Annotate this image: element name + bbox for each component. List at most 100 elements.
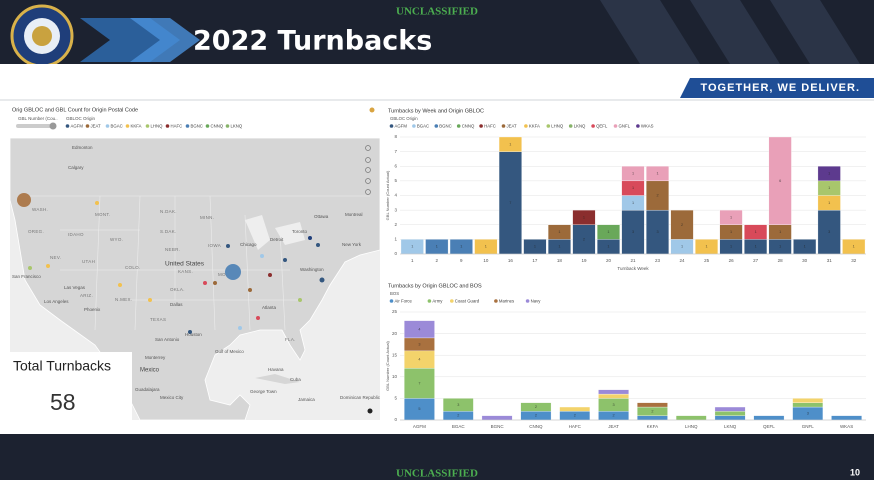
place-label: Edmonton [72, 145, 93, 150]
place-label: MO. [218, 272, 227, 277]
legend-label: Navy [531, 298, 542, 303]
bar-segment [442, 398, 474, 412]
legend-label: KKFA [529, 123, 540, 128]
place-label: Mexico City [160, 395, 184, 400]
map-menu [369, 107, 375, 113]
map-info[interactable] [367, 408, 373, 414]
bar-segment [817, 166, 841, 182]
legend-label: LKNQ [574, 123, 586, 128]
bar-segment [744, 224, 768, 240]
place-label: NEBR. [165, 247, 180, 252]
y-tick-label: 0 [394, 417, 397, 422]
map-point [256, 316, 260, 320]
y-tick-label: 4 [394, 193, 397, 198]
place-label: COLO. [125, 265, 141, 270]
place-label: Montreal [345, 212, 363, 217]
data-label: 7 [418, 381, 420, 385]
map-point [225, 264, 241, 280]
legend-swatch [434, 124, 439, 128]
x-tick-label: 18 [557, 258, 563, 263]
x-tick-label: 27 [753, 258, 759, 263]
map-tool[interactable] [365, 178, 371, 184]
data-label: 2 [656, 194, 658, 198]
legend-label: GNFL [619, 123, 631, 128]
y-tick-label: 25 [392, 309, 398, 314]
legend-swatch [389, 299, 394, 303]
x-tick-label: 17 [532, 258, 538, 263]
place-label: TEXAS [150, 317, 166, 322]
data-label: 3 [632, 230, 634, 234]
data-label: 1 [509, 142, 511, 146]
header-chevron [130, 18, 200, 62]
legend-swatch [456, 124, 461, 128]
bar-segment [831, 415, 862, 421]
total-label: Total Turnbacks [13, 358, 111, 374]
data-label: 1 [436, 245, 438, 249]
map-tool[interactable] [365, 145, 371, 151]
data-label: 3 [613, 403, 615, 407]
data-label: 3 [418, 342, 420, 346]
place-label: MINN. [200, 215, 214, 220]
map-tool[interactable] [365, 157, 371, 163]
data-label: 1 [853, 245, 855, 249]
x-tick-label: 1 [411, 258, 414, 263]
data-label: 1 [730, 245, 732, 249]
x-tick-label: GNFL [802, 424, 814, 429]
data-label: 2 [535, 414, 537, 418]
x-tick-label: 2 [436, 258, 439, 263]
legend-label: CNNQ [211, 123, 224, 128]
data-label: 1 [681, 245, 683, 249]
bar-segment [597, 224, 620, 240]
legend-label: JEAT [507, 123, 518, 128]
data-label: 2 [651, 409, 653, 413]
x-tick-label: BGNC [491, 424, 505, 429]
map-tool[interactable] [365, 189, 371, 195]
x-tick-label: 16 [508, 258, 514, 263]
data-label: 1 [804, 245, 806, 249]
y-tick-label: 8 [394, 134, 397, 139]
data-label: 1 [828, 172, 830, 176]
place-label: IOWA [208, 243, 221, 248]
place-label: Chicago [240, 242, 257, 247]
legend-label: BGAC [111, 123, 123, 128]
map-point [260, 254, 264, 258]
data-label: 1 [583, 215, 585, 219]
map-title: Orig GBLOC and GBL Count for Origin Post… [12, 107, 138, 113]
legend-label: Marines [499, 298, 514, 303]
data-label: 2 [457, 414, 459, 418]
map-toolbar [365, 145, 373, 414]
x-tick-label: 9 [460, 258, 463, 263]
legend-swatch [501, 124, 506, 128]
bar-segment [498, 136, 522, 152]
legend-swatch [105, 124, 110, 128]
place-label: Mexico [140, 368, 160, 374]
place-label: Washington [300, 267, 324, 272]
x-tick-label: 25 [704, 258, 710, 263]
bar-segment [714, 415, 746, 421]
y-tick-label: 15 [392, 352, 398, 357]
place-label: Monterrey [145, 355, 166, 360]
legend-label: AGFM [395, 123, 408, 128]
data-label: 1 [558, 245, 560, 249]
data-label: 3 [807, 412, 809, 416]
map-point [298, 298, 302, 302]
data-label: 1 [779, 230, 781, 234]
x-tick-label: 23 [655, 258, 661, 263]
map-point [319, 277, 325, 283]
map-point [238, 326, 242, 330]
legend-swatch [546, 124, 551, 128]
legend-label: QEFL [596, 123, 608, 128]
bar-segment [675, 415, 707, 421]
legend-swatch [165, 124, 170, 128]
legend-label: AGFM [71, 123, 84, 128]
logo-emblem [32, 26, 52, 46]
size-legend-title: GBL Number (Cou.. [18, 116, 58, 121]
bar-segment [572, 209, 596, 225]
y-tick-label: 0 [394, 251, 397, 256]
legend-title: BOS [390, 291, 399, 296]
data-label: 1 [730, 230, 732, 234]
x-tick-label: 31 [827, 258, 833, 263]
map-tool[interactable] [365, 167, 371, 173]
place-label: ARIZ. [80, 293, 93, 298]
x-tick-label: 19 [581, 258, 587, 263]
